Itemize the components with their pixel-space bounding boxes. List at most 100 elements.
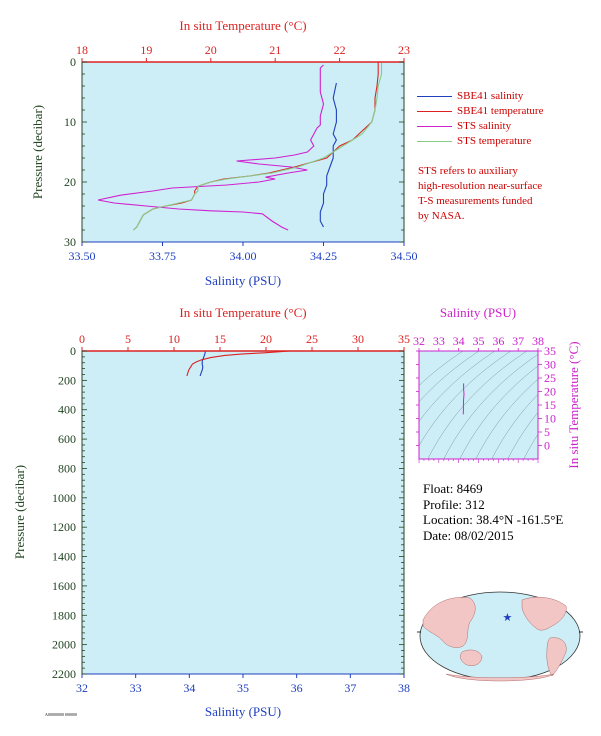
sal-tick-label: 34.50 [391,249,418,263]
footer-stamp: A00000000 000000 [45,712,77,717]
temp-tick-label: 10 [168,332,180,346]
sal-tick-label: 34 [183,681,195,695]
pres-tick-label: 2200 [52,667,76,681]
series-line-1 [186,350,290,377]
temp-tick-label: 21 [269,43,281,57]
temp-tick-label: 20 [260,332,272,346]
density-contour [419,351,480,403]
legend-swatch [417,111,452,112]
sal-tick-label: 33.50 [69,249,96,263]
pres-tick-label: 1400 [52,550,76,564]
sal-tick-label: 37 [344,681,356,695]
map-land [422,596,567,682]
temp-tick-label: 30 [352,332,364,346]
lower-ticks-group: 0 5 10 15 20 25 30 35 32 33 34 35 36 37 38 0 200 400 600 80… [52,332,410,695]
legend-item-sts-temperature: STS temperature [417,134,543,149]
upper-salinity-axis-title: Salinity (PSU) [205,273,281,288]
lower-series-group [186,350,290,377]
legend-swatch [417,126,452,127]
pres-tick-label: 10 [64,115,76,129]
ts-curve [462,383,465,415]
density-contour [523,433,538,459]
temp-tick-label: 23 [398,43,410,57]
lower-panel: 0 5 10 15 20 25 30 35 32 33 34 35 36 37 38 0 200 400 600 80… [12,305,410,719]
land-australia [460,649,483,666]
sts-note-line: STS refers to auxiliary [418,165,518,177]
pres-tick-label: 200 [58,373,76,387]
temp-tick-label: 19 [140,43,152,57]
density-contour [427,351,528,459]
date: Date: 08/02/2015 [423,527,514,543]
ts-density-contours [419,341,601,469]
sal-tick-label: 32 [76,681,88,695]
legend-item-sts-salinity: STS salinity [417,119,543,134]
upper-plot-area [82,62,404,242]
inset-y-tick-label: 0 [544,439,550,453]
legend-label: STS salinity [457,120,512,132]
pres-tick-label: 0 [70,55,76,69]
sal-tick-label: 34.25 [310,249,337,263]
sal-tick-label: 36 [291,681,303,695]
world-map: ★ [417,591,583,682]
pres-tick-label: 1200 [52,520,76,534]
density-contour [491,394,538,459]
pres-tick-label: 800 [58,461,76,475]
pres-tick-label: 1000 [52,491,76,505]
float-id: Float: 8469 [423,481,483,496]
land-antarctica [445,673,555,682]
lower-pressure-axis-title: Pressure (decibar) [12,465,27,559]
sal-tick-label: 34.00 [230,249,257,263]
upper-panel: 18 19 20 21 22 23 33.50 33.75 34.00 34.25 34.50 0 10… [30,18,418,288]
pres-tick-label: 2000 [52,638,76,652]
land-north-america [521,596,567,631]
profile-number: Profile: 312 [423,496,485,512]
pres-tick-label: 1600 [52,579,76,593]
pres-tick-label: 30 [64,235,76,249]
inset-x-tick-label: 34 [453,334,465,348]
density-contour [583,341,601,469]
legend-label: SBE41 temperature [457,105,544,117]
location: Location: 38.4°N -161.5°E [423,512,564,527]
temp-tick-label: 18 [76,43,88,57]
series-line-0 [319,82,338,228]
series-line-2 [97,64,325,231]
inset-x-tick-label: 38 [532,334,544,348]
density-contour [419,351,464,386]
density-contour [507,412,538,459]
series-line-3 [133,62,383,231]
sts-note-line: T-S measurements funded [418,195,533,207]
lower-plot-area [82,351,404,674]
density-contour [475,378,538,459]
density-contour [443,354,538,459]
density-contour [459,365,538,459]
inset-y-tick-label: 30 [544,358,556,372]
pres-tick-label: 20 [64,175,76,189]
inset-x-tick-label: 36 [492,334,504,348]
inset-y-tick-label: 25 [544,371,556,385]
sal-tick-label: 38 [398,681,410,695]
legend-label: SBE41 salinity [457,90,524,102]
upper-temperature-axis-title: In situ Temperature (°C) [179,18,306,33]
sts-note-line: high-resolution near-surface [418,180,543,192]
sal-tick-label: 35 [237,681,249,695]
temp-tick-label: 20 [205,43,217,57]
inset-y-tick-label: 15 [544,398,556,412]
ts-inset-temperature-label: In situ Temperature (°C) [566,341,581,468]
temp-tick-label: 5 [125,332,131,346]
temp-tick-label: 15 [214,332,226,346]
inset-y-tick-label: 20 [544,385,556,399]
lower-salinity-axis-title: Salinity (PSU) [205,704,281,719]
inset-y-tick-label: 10 [544,412,556,426]
temp-tick-label: 0 [79,332,85,346]
legend-label: STS temperature [457,135,532,147]
legend-item-sbe41-temperature: SBE41 temperature [417,104,543,119]
inset-x-tick-label: 37 [512,334,524,348]
legend: SBE41 salinity SBE41 temperature STS sal… [417,89,543,149]
land-south-america [546,637,567,677]
sts-note-line: by NASA. [418,210,465,222]
sts-note: STS refers to auxiliary high-resolution … [418,164,598,224]
density-contour [419,351,496,422]
